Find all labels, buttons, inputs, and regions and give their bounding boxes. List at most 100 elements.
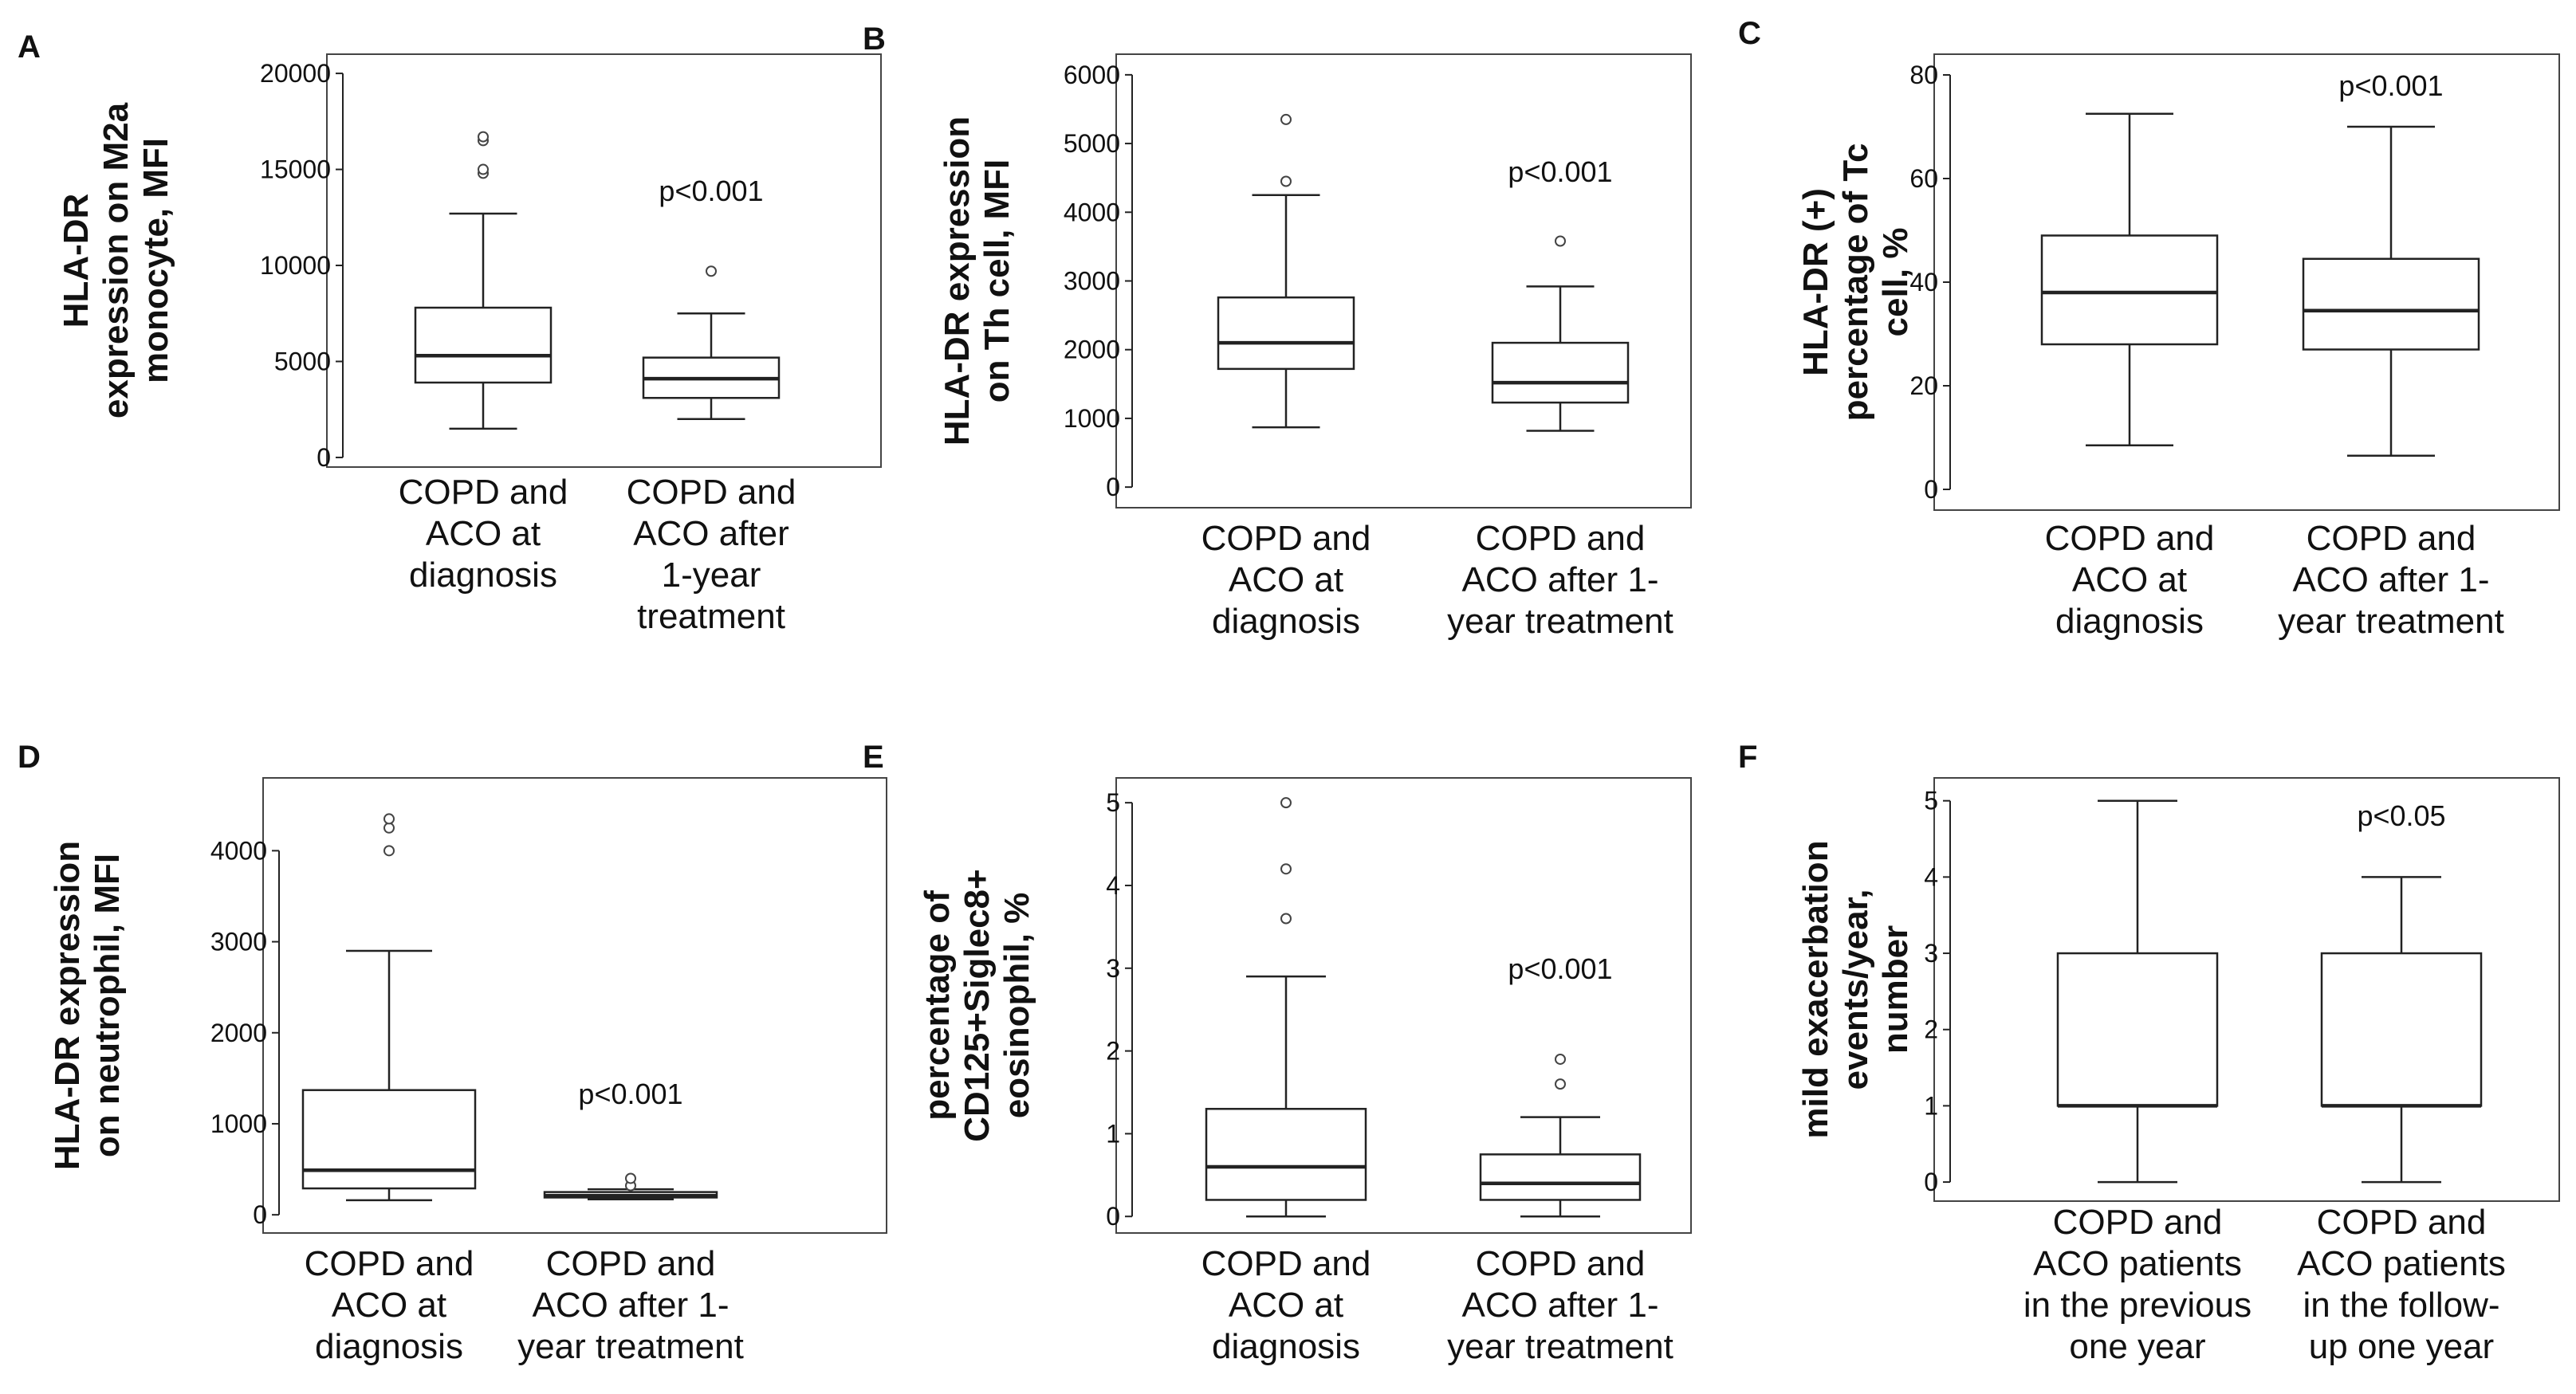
y-tick-label: 5000 (1064, 129, 1120, 158)
panel-f: F 0 1 2 3 4 5 mild exacerbationevents/year,numb… (1738, 740, 2560, 1366)
outlier-point (1555, 1078, 1566, 1090)
panel-letter: C (1738, 16, 1761, 51)
box-series-2 (1479, 1053, 1642, 1218)
x-category-label: one year (2069, 1327, 2205, 1366)
plot-frame (1115, 777, 1692, 1234)
plot-frame (1933, 777, 2560, 1202)
x-category-label: COPD and (1476, 519, 1646, 558)
x-category-label: COPD and (546, 1244, 716, 1283)
x-category-label: in the follow- (2303, 1286, 2499, 1325)
y-axis-label: mild exacerbationevents/year,number (1796, 840, 1915, 1138)
y-tick-label: 3000 (210, 928, 267, 956)
iqr-box (301, 1089, 477, 1190)
outlier-point (1280, 175, 1292, 187)
outlier-point (625, 1172, 636, 1184)
y-tick-label: 5 (1924, 787, 1938, 815)
outlier-point (1555, 1053, 1566, 1065)
box-series-2 (1491, 235, 1630, 432)
iqr-box (1491, 341, 1630, 404)
x-category-label: ACO after 1- (1462, 1286, 1659, 1325)
p-value-annotation: p<0.001 (578, 1078, 682, 1110)
p-value-annotation: p<0.001 (1508, 952, 1612, 985)
box-series-1 (414, 131, 553, 430)
y-tick-label: 0 (1106, 473, 1120, 501)
outlier-point (383, 813, 395, 825)
p-value-annotation: p<0.001 (2338, 69, 2443, 102)
y-tick-label: 2 (1106, 1037, 1120, 1066)
outlier-point (383, 822, 395, 834)
x-category-label: COPD and (305, 1244, 474, 1283)
x-category-label: year treatment (1447, 602, 1673, 641)
x-category-label: diagnosis (315, 1327, 463, 1366)
x-category-label: ACO after 1- (2293, 560, 2490, 599)
x-category-label: in the previous (2023, 1286, 2252, 1325)
y-tick-label: 10000 (260, 251, 331, 280)
plot-frame (1115, 53, 1692, 509)
iqr-box (1205, 1108, 1367, 1201)
box-series-1 (1205, 797, 1367, 1218)
outlier-point (383, 845, 395, 857)
x-category-label: ACO after (633, 514, 789, 553)
outlier-point (1280, 113, 1292, 125)
y-axis-label: HLA-DR (+)percentage of Tccell, % (1796, 143, 1915, 422)
y-tick-label: 40 (1909, 268, 1938, 296)
y-tick-label: 4 (1924, 862, 1938, 891)
y-axis-label: HLA-DRexpression on M2amonocyte, MFI (57, 102, 175, 418)
y-tick-label: 3000 (1064, 267, 1120, 296)
x-category-label: COPD and (2317, 1203, 2487, 1242)
y-tick-label: 15000 (260, 155, 331, 184)
y-tick-label: 3 (1924, 939, 1938, 968)
x-category-label: ACO patients (2033, 1244, 2242, 1283)
x-category-label: diagnosis (409, 556, 557, 595)
outlier-point (1280, 913, 1292, 925)
outlier-point (478, 131, 489, 143)
box-series-2 (543, 1172, 718, 1200)
iqr-box (2056, 952, 2219, 1107)
x-category-label: COPD and (2307, 519, 2476, 558)
y-tick-label: 20 (1909, 371, 1938, 400)
x-category-label: COPD and (627, 473, 796, 512)
y-tick-label: 0 (1106, 1202, 1120, 1231)
iqr-box (2320, 952, 2483, 1107)
x-category-label: ACO at (332, 1286, 446, 1325)
outlier-point (1280, 863, 1292, 875)
iqr-box (1479, 1153, 1642, 1201)
x-category-label: COPD and (2053, 1203, 2223, 1242)
box-series-1 (1217, 113, 1355, 429)
y-tick-label: 0 (317, 443, 331, 472)
y-tick-label: 2000 (1064, 336, 1120, 364)
x-category-label: ACO at (2072, 560, 2187, 599)
panel-c: C 0 20 40 60 80 HLA-DR (+)percentage of Tccell… (1738, 16, 2560, 641)
y-tick-label: 80 (1909, 61, 1938, 89)
x-category-label: ACO after 1- (533, 1286, 730, 1325)
panel-a: A 0 5000 10000 15000 20000 HLA-DRexpression on… (18, 29, 882, 636)
plot-frame (1933, 53, 2560, 511)
p-value-annotation: p<0.001 (659, 175, 763, 207)
plot-frame (326, 53, 882, 468)
y-tick-label: 5 (1106, 788, 1120, 817)
x-category-label: COPD and (1201, 1244, 1371, 1283)
box-series-1 (2040, 112, 2219, 446)
panel-letter: E (863, 740, 884, 775)
y-tick-label: 5000 (274, 347, 331, 375)
panel-letter: A (18, 29, 41, 65)
y-tick-label: 20000 (260, 59, 331, 88)
panel-letter: D (18, 740, 41, 775)
panel-letter: F (1738, 740, 1757, 775)
outlier-point (478, 163, 489, 175)
y-axis-label: percentage ofCD125+Siglec8+eosinophil, % (918, 869, 1036, 1141)
y-tick-label: 1000 (210, 1109, 267, 1138)
y-tick-label: 0 (1924, 475, 1938, 504)
y-tick-label: 6000 (1064, 61, 1120, 89)
panel-letter: B (863, 22, 886, 57)
x-category-label: ACO at (1229, 560, 1343, 599)
x-category-label: COPD and (1476, 1244, 1646, 1283)
iqr-box (414, 306, 553, 384)
y-tick-label: 60 (1909, 164, 1938, 193)
y-tick-label: 2 (1924, 1015, 1938, 1044)
outlier-point (1280, 797, 1292, 809)
x-category-label: ACO after 1- (1462, 560, 1659, 599)
iqr-box (1217, 296, 1355, 371)
x-category-label: ACO at (1229, 1286, 1343, 1325)
